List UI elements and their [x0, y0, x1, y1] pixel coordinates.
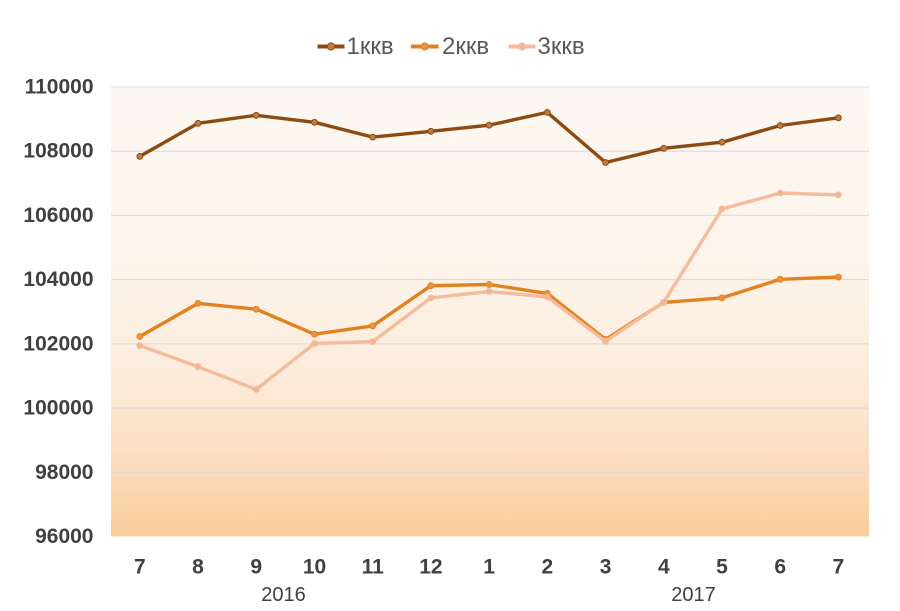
svg-text:11: 11 [362, 556, 385, 579]
svg-text:3ккв: 3ккв [538, 33, 585, 60]
svg-text:7: 7 [134, 556, 146, 579]
svg-text:104000: 104000 [23, 268, 93, 291]
svg-text:1ккв: 1ккв [347, 33, 394, 60]
svg-text:108000: 108000 [23, 140, 93, 163]
svg-text:8: 8 [192, 556, 204, 579]
svg-text:12: 12 [419, 556, 442, 579]
svg-text:98000: 98000 [35, 461, 93, 484]
svg-text:1: 1 [483, 556, 495, 579]
svg-text:10: 10 [303, 556, 326, 579]
svg-text:7: 7 [833, 556, 845, 579]
svg-text:6: 6 [774, 556, 786, 579]
svg-text:110000: 110000 [25, 76, 94, 99]
svg-text:3: 3 [600, 556, 612, 579]
svg-text:9: 9 [250, 556, 262, 579]
svg-text:2016: 2016 [261, 584, 306, 606]
svg-text:106000: 106000 [23, 204, 93, 227]
svg-text:100000: 100000 [23, 397, 93, 420]
svg-text:96000: 96000 [35, 525, 93, 548]
svg-text:102000: 102000 [23, 332, 93, 355]
svg-text:2: 2 [541, 556, 553, 579]
svg-text:4: 4 [658, 556, 670, 579]
svg-text:5: 5 [716, 556, 728, 579]
svg-text:2ккв: 2ккв [442, 33, 489, 60]
svg-text:2017: 2017 [671, 584, 716, 606]
